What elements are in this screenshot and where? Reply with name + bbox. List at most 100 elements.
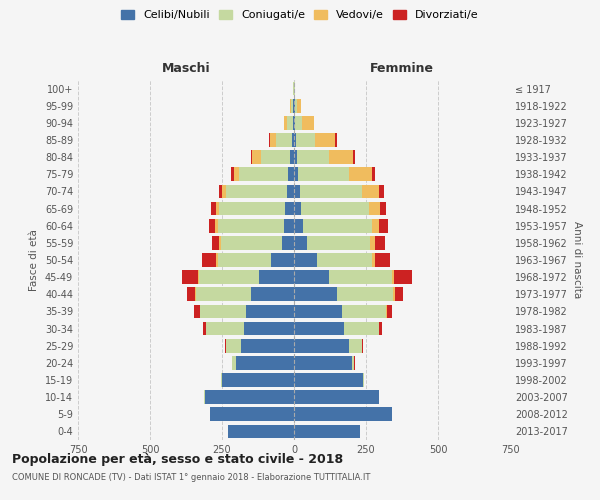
Bar (369, 202, 380, 215)
Bar (205, 390, 294, 404)
Bar (394, 288, 395, 301)
Bar (251, 288, 294, 301)
Bar (215, 219, 218, 232)
Bar (370, 236, 374, 250)
Bar (209, 219, 215, 232)
Bar (294, 168, 298, 181)
Bar (380, 202, 386, 215)
Bar (395, 288, 403, 301)
Text: Maschi: Maschi (161, 62, 211, 75)
Bar (294, 288, 337, 301)
Bar (233, 168, 239, 181)
Bar (196, 288, 251, 301)
Bar (216, 253, 218, 267)
Bar (212, 236, 219, 250)
Bar (283, 236, 294, 250)
Bar (218, 184, 222, 198)
Bar (244, 322, 294, 336)
Bar (211, 202, 216, 215)
Bar (222, 373, 294, 387)
Bar (372, 253, 374, 267)
Bar (294, 184, 300, 198)
Bar (294, 339, 349, 352)
Bar (241, 339, 294, 352)
Bar (302, 116, 314, 130)
Bar (317, 253, 372, 267)
Bar (297, 150, 329, 164)
Bar (187, 288, 195, 301)
Bar (271, 253, 294, 267)
Bar (290, 99, 291, 112)
Bar (296, 133, 315, 147)
Bar (379, 322, 382, 336)
Bar (374, 236, 385, 250)
Bar (252, 150, 261, 164)
Bar (247, 304, 294, 318)
Bar (284, 219, 294, 232)
Bar (259, 270, 294, 284)
Bar (297, 99, 301, 112)
Bar (386, 304, 387, 318)
Bar (284, 116, 287, 130)
Bar (298, 168, 349, 181)
Bar (206, 322, 244, 336)
Bar (335, 133, 337, 147)
Bar (222, 184, 226, 198)
Bar (372, 219, 379, 232)
Bar (341, 304, 386, 318)
Bar (353, 150, 355, 164)
Bar (329, 270, 392, 284)
Bar (294, 424, 360, 438)
Bar (182, 270, 197, 284)
Bar (287, 184, 294, 198)
Bar (294, 253, 317, 267)
Bar (202, 253, 216, 267)
Bar (349, 168, 372, 181)
Bar (294, 270, 329, 284)
Bar (261, 150, 290, 164)
Bar (221, 373, 222, 387)
Bar (293, 116, 294, 130)
Bar (294, 304, 341, 318)
Bar (294, 202, 301, 215)
Bar (379, 184, 384, 198)
Bar (300, 184, 362, 198)
Bar (294, 373, 363, 387)
Bar (294, 322, 344, 336)
Bar (302, 219, 372, 232)
Bar (288, 168, 294, 181)
Bar (294, 390, 379, 404)
Bar (270, 133, 276, 147)
Bar (228, 424, 294, 438)
Bar (231, 168, 233, 181)
Bar (379, 219, 388, 232)
Bar (294, 356, 352, 370)
Bar (276, 133, 292, 147)
Bar (291, 99, 293, 112)
Bar (294, 219, 302, 232)
Bar (394, 270, 412, 284)
Bar (219, 202, 286, 215)
Bar (251, 150, 252, 164)
Bar (292, 133, 294, 147)
Bar (329, 150, 353, 164)
Bar (200, 304, 247, 318)
Bar (225, 339, 226, 352)
Text: COMUNE DI RONCADE (TV) - Dati ISTAT 1° gennaio 2018 - Elaborazione TUTTITALIA.IT: COMUNE DI RONCADE (TV) - Dati ISTAT 1° g… (12, 472, 370, 482)
Bar (337, 288, 394, 301)
Bar (287, 116, 293, 130)
Bar (387, 304, 392, 318)
Bar (226, 339, 241, 352)
Bar (290, 150, 294, 164)
Y-axis label: Anni di nascita: Anni di nascita (572, 222, 581, 298)
Bar (294, 236, 307, 250)
Legend: Celibi/Nubili, Coniugati/e, Vedovi/e, Divorziati/e: Celibi/Nubili, Coniugati/e, Vedovi/e, Di… (117, 6, 483, 25)
Bar (219, 236, 221, 250)
Bar (194, 304, 200, 318)
Bar (218, 253, 271, 267)
Bar (269, 133, 270, 147)
Bar (218, 219, 284, 232)
Bar (216, 202, 219, 215)
Bar (294, 408, 392, 421)
Bar (295, 99, 297, 112)
